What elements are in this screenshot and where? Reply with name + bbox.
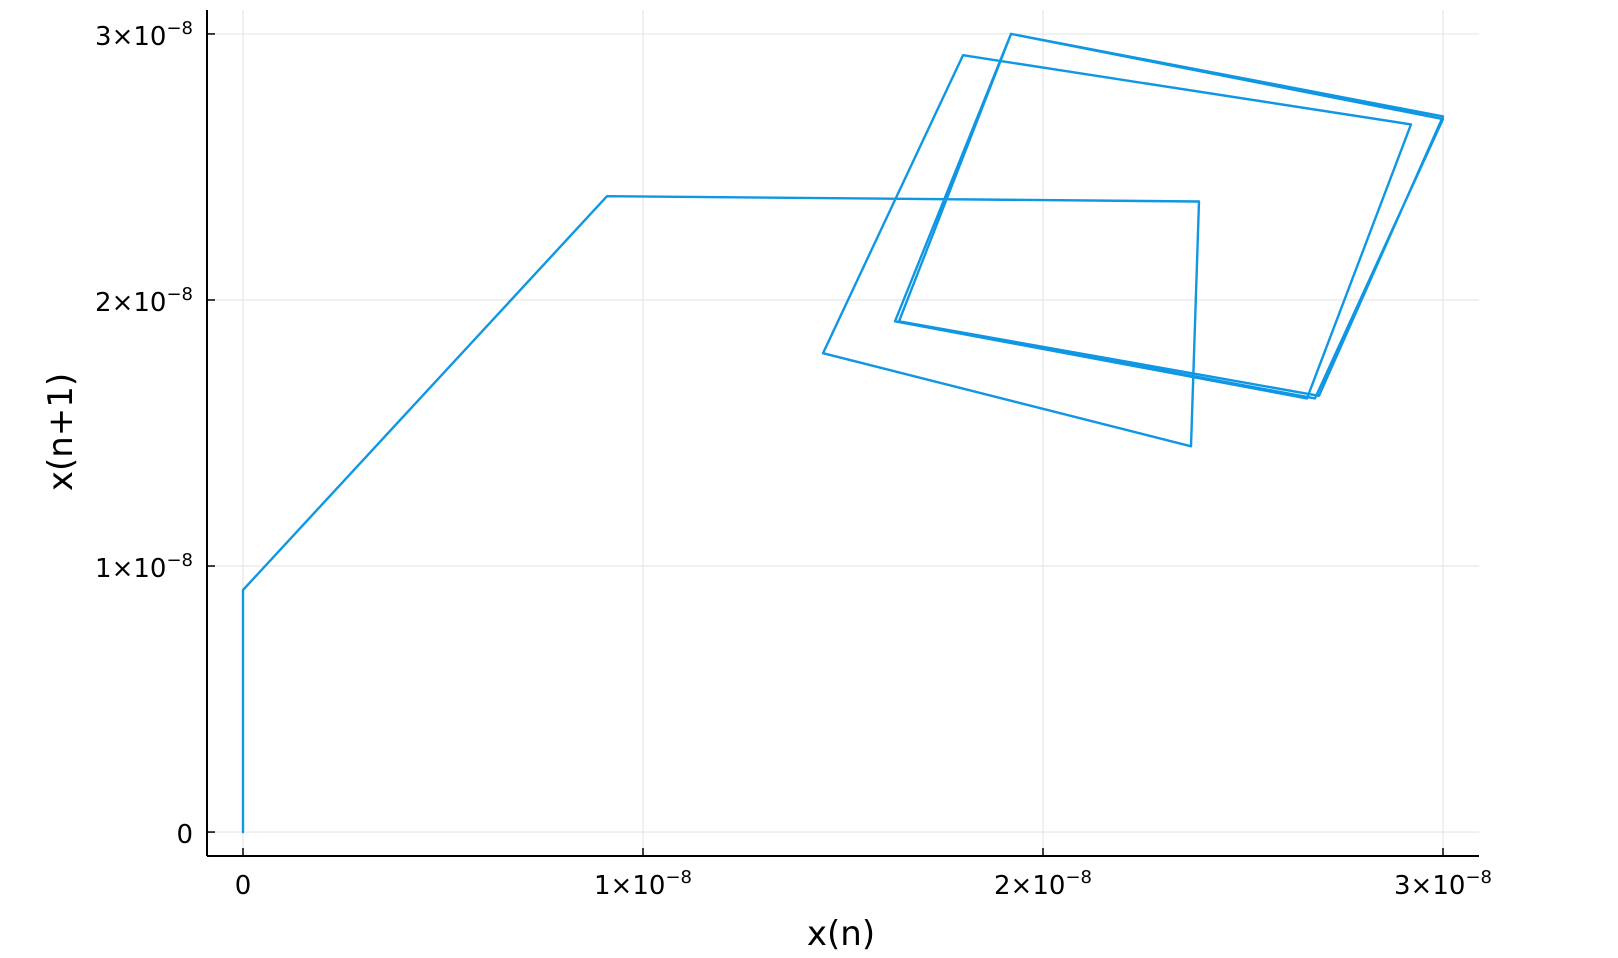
y-tick-label: 1×10−8 [95,550,193,584]
x-ticks: 0 1×10−8 2×10−8 3×10−8 [235,848,1492,901]
x-tick-label: 3×10−8 [1394,867,1492,901]
x-tick-label: 0 [235,871,252,901]
grid-lines [207,10,1479,856]
y-tick-label: 0 [176,820,193,850]
x-tick-label: 1×10−8 [594,867,692,901]
y-axis-label: x(n+1) [41,373,81,491]
x-axis-label: x(n) [807,914,875,954]
series-group [241,32,1445,834]
axes [206,10,1479,857]
y-ticks: 0 1×10−8 2×10−8 3×10−8 [95,18,215,850]
y-tick-label: 2×10−8 [95,284,193,318]
series-line [241,32,1445,834]
x-tick-label: 2×10−8 [994,867,1092,901]
y-tick-label: 3×10−8 [95,18,193,52]
